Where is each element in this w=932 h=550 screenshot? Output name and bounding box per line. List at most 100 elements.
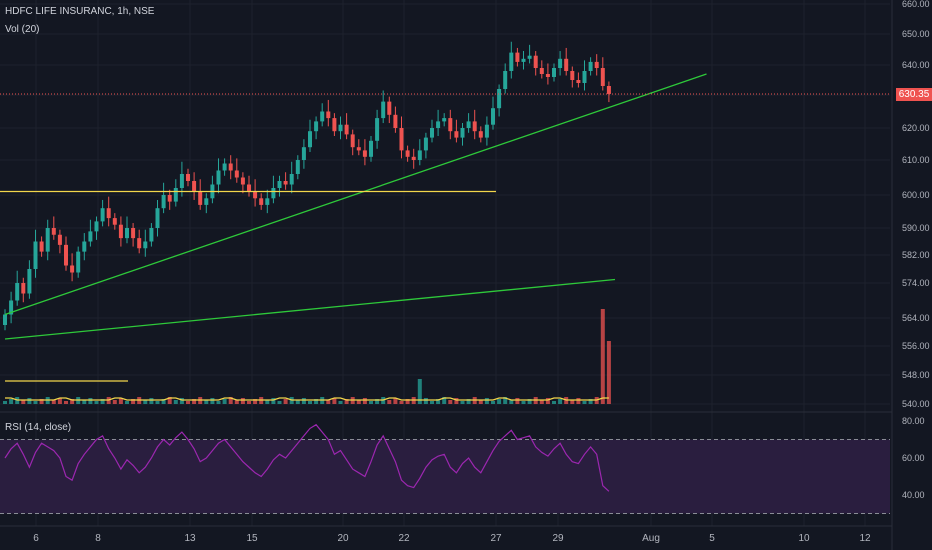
candle-69 <box>423 132 428 159</box>
candle-67 <box>411 148 416 169</box>
price-tick-label: 590.00 <box>902 223 930 233</box>
volume-bar-93 <box>570 400 575 404</box>
volume-bar-21 <box>131 399 136 404</box>
candle-body-37 <box>228 163 233 171</box>
volume-bar-38 <box>234 400 239 404</box>
volume-bar-53 <box>326 400 331 404</box>
candle-body-17 <box>106 208 111 219</box>
drawing-overlays <box>0 73 890 382</box>
candle-48 <box>295 155 300 180</box>
candle-21 <box>131 223 136 247</box>
candle-77 <box>472 109 477 140</box>
candle-99 <box>606 81 611 103</box>
candle-body-91 <box>558 58 563 68</box>
candle-body-79 <box>484 124 489 138</box>
candle-3 <box>21 277 26 303</box>
volume-bar-50 <box>308 401 312 404</box>
candle-body-30 <box>186 174 190 181</box>
candle-23 <box>143 229 148 257</box>
time-tick-label: 15 <box>246 533 258 544</box>
candle-body-12 <box>76 251 81 273</box>
candle-10 <box>64 236 68 271</box>
candle-body-61 <box>375 118 380 141</box>
candle-body-85 <box>521 58 526 62</box>
candle-body-8 <box>51 228 56 235</box>
volume-bar-79 <box>484 398 489 404</box>
candle-body-19 <box>118 224 123 239</box>
rsi-label: RSI (14, close) <box>5 422 72 433</box>
candle-57 <box>350 129 355 156</box>
price-tick-label: 650.00 <box>902 29 930 39</box>
volume-bar-86 <box>527 399 532 404</box>
candle-body-65 <box>399 128 404 151</box>
volume-bar-8 <box>51 400 56 404</box>
candle-body-27 <box>167 195 172 202</box>
candle-55 <box>338 116 343 140</box>
candle-body-53 <box>326 111 331 119</box>
candle-32 <box>198 179 203 210</box>
volume-bar-99 <box>606 341 611 404</box>
candle-19 <box>118 216 123 247</box>
candle-body-49 <box>301 147 306 160</box>
candle-44 <box>271 175 276 204</box>
candle-body-83 <box>509 52 514 71</box>
candle-body-21 <box>131 228 136 239</box>
candle-51 <box>314 116 319 140</box>
volume-bar-54 <box>332 398 337 404</box>
rsi-tick-label: 60.00 <box>902 453 925 463</box>
candle-14 <box>88 219 93 247</box>
candle-41 <box>253 179 258 207</box>
volume-bar-95 <box>582 401 587 404</box>
candle-56 <box>344 113 349 140</box>
volume-bar-82 <box>503 397 508 404</box>
rsi-line <box>4 423 610 492</box>
volume-bar-98 <box>600 309 605 404</box>
price-tick-label: 640.00 <box>902 60 930 70</box>
candle-body-43 <box>265 198 270 205</box>
volume-bar-88 <box>539 400 544 404</box>
volume-bar-94 <box>576 398 581 404</box>
price-tick-label: 610.00 <box>902 155 930 165</box>
candle-body-44 <box>271 188 276 199</box>
candle-52 <box>320 103 325 127</box>
candle-79 <box>484 116 489 146</box>
volume-bar-13 <box>82 400 87 404</box>
candle-65 <box>399 116 404 159</box>
trendline-1 <box>4 278 616 340</box>
volume-bar-37 <box>228 397 233 404</box>
candle-54 <box>332 113 337 136</box>
symbol-title: HDFC LIFE INSURANC, 1h, NSE <box>5 6 155 17</box>
candle-33 <box>204 193 209 214</box>
candle-body-11 <box>70 265 75 273</box>
candle-body-13 <box>82 241 87 252</box>
candle-38 <box>234 158 239 183</box>
candle-62 <box>381 90 386 124</box>
candle-70 <box>430 119 434 143</box>
candle-body-84 <box>515 52 520 62</box>
candle-9 <box>57 229 62 254</box>
volume-bar-14 <box>88 398 93 404</box>
candle-body-63 <box>387 101 392 115</box>
volume-bar-18 <box>112 400 117 404</box>
candle-76 <box>466 113 471 133</box>
candle-body-81 <box>497 89 502 109</box>
candle-36 <box>222 158 227 176</box>
candle-24 <box>149 223 154 247</box>
candle-88 <box>539 60 544 79</box>
candle-body-39 <box>240 177 245 185</box>
rsi-band <box>0 439 890 514</box>
time-tick-label: 10 <box>798 533 810 544</box>
candle-25 <box>155 199 160 237</box>
candle-96 <box>588 57 593 76</box>
candle-22 <box>137 229 142 254</box>
candle-50 <box>308 119 312 152</box>
volume-bar-0 <box>3 401 7 404</box>
candle-45 <box>277 175 282 197</box>
candle-body-87 <box>533 55 538 68</box>
volume-bar-30 <box>186 401 190 404</box>
candle-97 <box>594 54 599 76</box>
price-tick-label: 564.00 <box>902 313 930 323</box>
candle-92 <box>564 47 569 76</box>
candle-body-7 <box>45 228 50 252</box>
